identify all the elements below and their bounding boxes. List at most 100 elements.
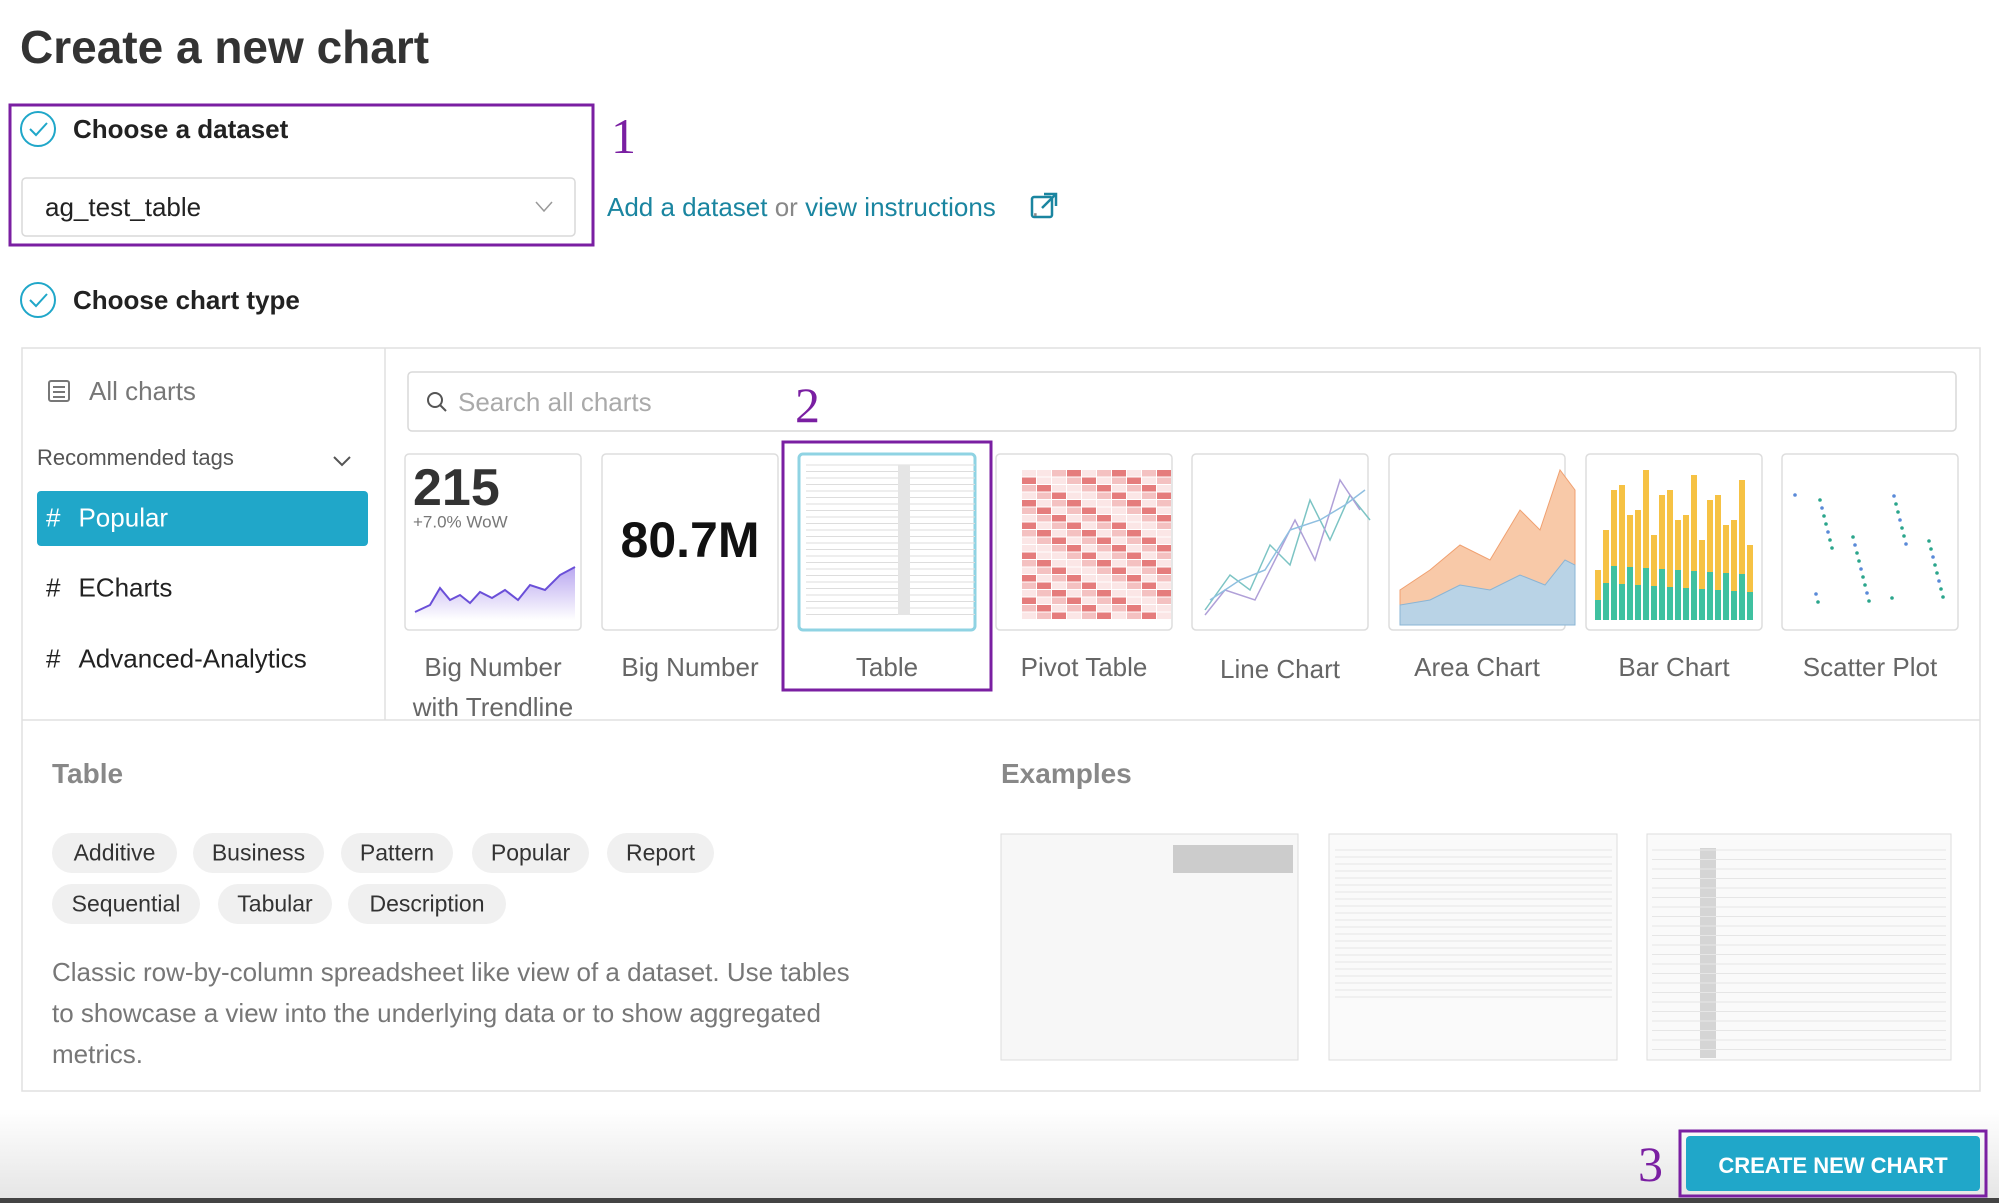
pivot-cell: [1112, 582, 1126, 589]
scatter-dot: [1859, 567, 1863, 571]
chart-label[interactable]: Scatter Plot: [1802, 652, 1938, 682]
sidebar-tag[interactable]: # Advanced-Analytics: [46, 644, 307, 675]
pivot-cell: [1052, 605, 1066, 612]
chart-label[interactable]: Big Number: [621, 652, 759, 682]
pivot-cell: [1067, 500, 1081, 507]
pivot-cell: [1157, 515, 1171, 522]
chart-card[interactable]: [601, 453, 779, 631]
bar-segment: [1683, 515, 1689, 588]
annotation: 1: [611, 108, 636, 164]
chart-label[interactable]: Table: [855, 652, 919, 682]
chart-card[interactable]: [797, 452, 977, 632]
footer: [0, 1109, 1999, 1203]
pivot-cell: [1037, 477, 1051, 484]
tag-pill: [341, 833, 453, 873]
tag-pill: [218, 884, 332, 924]
pivot-cell: [1142, 582, 1156, 589]
pivot-cell: [1052, 597, 1066, 604]
pivot-cell: [1022, 507, 1036, 514]
pivot-cell: [1142, 492, 1156, 499]
pivot-cell: [1082, 492, 1096, 499]
pivot-cell: [1067, 530, 1081, 537]
pivot-cell: [1022, 582, 1036, 589]
bar-segment: [1683, 588, 1689, 620]
tag-pill: [193, 833, 324, 873]
scatter-dot: [1933, 563, 1937, 567]
examples-title: Examples: [1001, 758, 1132, 789]
chart-label[interactable]: Pivot Table: [1020, 652, 1148, 682]
pivot-cell: [1112, 545, 1126, 552]
pivot-cell: [1067, 552, 1081, 559]
pivot-cell: [1052, 530, 1066, 537]
pivot-cell: [1082, 470, 1096, 477]
scatter-dot: [1818, 498, 1822, 502]
selected-tag[interactable]: [37, 491, 368, 546]
search-box[interactable]: [407, 371, 1957, 432]
pivot-cell: [1157, 537, 1171, 544]
pivot-cell: [1142, 560, 1156, 567]
chart-card[interactable]: [404, 453, 582, 631]
chart-card[interactable]: [1781, 453, 1959, 631]
pivot-cell: [1127, 537, 1141, 544]
pivot-cell: [1127, 560, 1141, 567]
create-button[interactable]: [1686, 1136, 1980, 1191]
scatter-dot: [1900, 526, 1904, 530]
pivot-cell: [1052, 582, 1066, 589]
pivot-cell: [1142, 552, 1156, 559]
chart-label[interactable]: Bar Chart: [1618, 652, 1730, 682]
dataset-value: ag_test_table: [45, 192, 202, 222]
pivot-cell: [1022, 485, 1036, 492]
pivot-cell: [1067, 507, 1081, 514]
chart-label[interactable]: Line Chart: [1220, 654, 1340, 684]
pivot-cell: [1127, 552, 1141, 559]
chart-label[interactable]: Area Chart: [1414, 652, 1540, 682]
pivot-cell: [1097, 485, 1111, 492]
add-dataset-link[interactable]: Add a dataset: [607, 192, 768, 222]
bar-segment: [1651, 586, 1657, 620]
bar-segment: [1691, 475, 1697, 571]
pivot-cell: [1022, 597, 1036, 604]
pivot-cell: [1037, 552, 1051, 559]
pivot-cell: [1157, 530, 1171, 537]
all-charts[interactable]: All charts: [89, 376, 196, 406]
pivot-cell: [1022, 477, 1036, 484]
check-mark: [29, 293, 48, 308]
page-title: Create a new chart: [20, 21, 430, 73]
pivot-cell: [1142, 485, 1156, 492]
bar-segment: [1747, 545, 1753, 592]
pivot-cell: [1052, 567, 1066, 574]
highlight-box: [781, 440, 993, 692]
tag-label: Popular: [490, 839, 571, 866]
pivot-cell: [1097, 492, 1111, 499]
scatter-dot: [1894, 502, 1898, 506]
pivot-cell: [1082, 515, 1096, 522]
pivot-cell: [1022, 545, 1036, 552]
sidebar-tag[interactable]: # Popular: [46, 503, 168, 534]
pivot-cell: [1067, 522, 1081, 529]
pivot-cell: [1082, 575, 1096, 582]
thumb-number: 80.7M: [620, 512, 760, 568]
pivot-cell: [1037, 500, 1051, 507]
example-images: [1000, 833, 1952, 1061]
area-series: [1399, 559, 1576, 626]
scatter-dot: [1904, 542, 1908, 546]
check-mark: [29, 122, 48, 137]
details-title: Table: [52, 758, 124, 789]
pivot-cell: [1082, 597, 1096, 604]
chart-label[interactable]: Big Number with Trendline: [412, 652, 574, 722]
pivot-cell: [1097, 545, 1111, 552]
chart-card[interactable]: [1191, 453, 1369, 631]
pivot-cell: [1052, 545, 1066, 552]
instructions-link[interactable]: view instructions: [805, 192, 996, 222]
pivot-cell: [1157, 575, 1171, 582]
dataset-links: Add a dataset or view instructions.: [607, 194, 1039, 220]
dataset-select[interactable]: [21, 177, 576, 237]
sidebar-tag[interactable]: # ECharts: [46, 573, 172, 604]
pivot-cell: [1067, 515, 1081, 522]
scatter-dot: [1853, 543, 1857, 547]
pivot-cell: [1112, 560, 1126, 567]
bar-segment: [1619, 584, 1625, 620]
pivot-cell: [1112, 597, 1126, 604]
step-label: Choose a dataset: [73, 114, 289, 144]
